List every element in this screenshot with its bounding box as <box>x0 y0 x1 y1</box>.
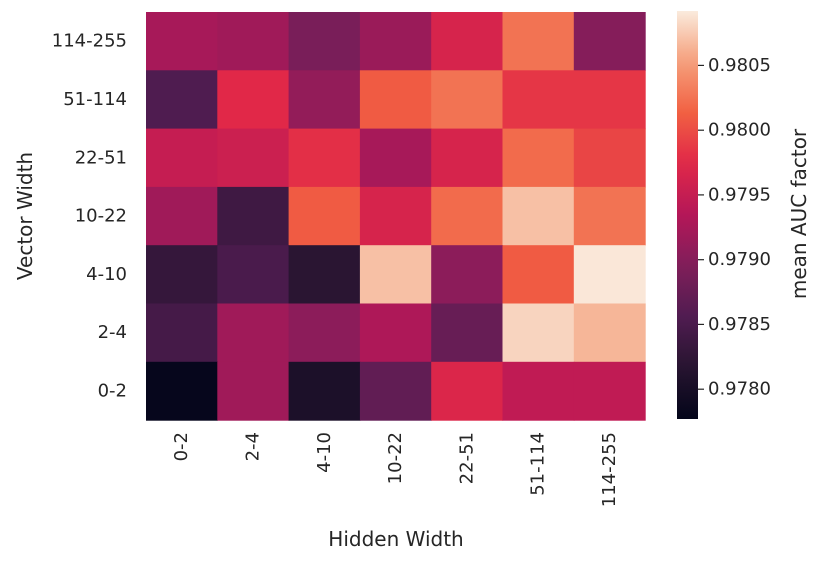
x-tick-label: 10-22 <box>385 432 406 484</box>
heatmap-cell <box>146 70 218 130</box>
heatmap-cell <box>573 12 646 71</box>
y-tick-labels: 114-255 51-114 22-51 10-22 4-10 2-4 0-2 <box>52 31 127 402</box>
heatmap-cell <box>146 186 218 246</box>
heatmap-cell <box>431 186 504 246</box>
colorbar-tick-label: 0.9800 <box>708 120 771 141</box>
heatmap-cell <box>288 70 361 130</box>
heatmap-cell <box>146 245 218 305</box>
heatmap-cell <box>573 245 646 305</box>
heatmap-cell <box>288 12 361 71</box>
colorbar-tick-label: 0.9795 <box>708 184 771 205</box>
heatmap-cell <box>502 361 575 421</box>
heatmap-cell <box>573 303 646 363</box>
heatmap-cell <box>217 245 290 305</box>
colorbar-label: mean AUC factor <box>787 128 811 299</box>
colorbar-tick-label: 0.9780 <box>708 379 771 400</box>
heatmap-cell <box>359 303 432 363</box>
heatmap-cell <box>359 70 432 130</box>
heatmap-cell <box>431 128 504 188</box>
x-tick-label: 51-114 <box>528 432 549 496</box>
heatmap-cell <box>217 186 290 246</box>
heatmap-cell <box>573 186 646 246</box>
heatmap-cell <box>288 361 361 421</box>
heatmap-cell <box>288 128 361 188</box>
heatmap-cell <box>146 128 218 188</box>
heatmap-cell <box>502 128 575 188</box>
heatmap-cell <box>288 303 361 363</box>
colorbar <box>677 11 698 419</box>
x-tick-label: 2-4 <box>242 432 263 461</box>
y-tick-label: 0-2 <box>98 380 127 401</box>
heatmap-cells <box>146 12 646 421</box>
heatmap-cell <box>217 12 290 71</box>
heatmap-cell <box>573 361 646 421</box>
heatmap-cell <box>431 361 504 421</box>
colorbar-ticks: 0.9780 0.9785 0.9790 0.9795 0.9800 0.9805 <box>698 55 771 400</box>
heatmap-cell <box>502 12 575 71</box>
heatmap-cell <box>288 186 361 246</box>
x-tick-label: 22-51 <box>456 432 477 484</box>
x-tick-labels: 0-2 2-4 4-10 10-22 22-51 51-114 114-255 <box>171 432 620 507</box>
heatmap-cell <box>217 303 290 363</box>
y-tick-label: 2-4 <box>98 322 127 343</box>
y-tick-label: 22-51 <box>75 147 127 168</box>
heatmap-cell <box>217 361 290 421</box>
x-tick-label: 0-2 <box>171 432 192 461</box>
heatmap-cell <box>431 70 504 130</box>
heatmap-cell <box>146 303 218 363</box>
colorbar-tick-label: 0.9790 <box>708 249 771 270</box>
heatmap-cell <box>431 245 504 305</box>
x-tick-label: 4-10 <box>314 432 335 473</box>
heatmap-cell <box>502 186 575 246</box>
heatmap-cell <box>359 12 432 71</box>
y-axis-label: Vector Width <box>13 152 37 280</box>
heatmap-cell <box>431 303 504 363</box>
y-tick-label: 51-114 <box>63 89 127 110</box>
heatmap-cell <box>431 12 504 71</box>
heatmap-cell <box>288 245 361 305</box>
heatmap-cell <box>146 12 218 71</box>
heatmap-cell <box>217 128 290 188</box>
y-tick-label: 10-22 <box>75 206 127 227</box>
heatmap-cell <box>502 303 575 363</box>
heatmap-cell <box>146 361 218 421</box>
heatmap-cell <box>359 245 432 305</box>
y-tick-label: 114-255 <box>52 31 127 52</box>
heatmap-cell <box>573 128 646 188</box>
x-tick-label: 114-255 <box>599 432 620 507</box>
heatmap-cell <box>573 70 646 130</box>
heatmap-cell <box>502 70 575 130</box>
colorbar-tick-label: 0.9785 <box>708 314 771 335</box>
heatmap-cell <box>359 361 432 421</box>
heatmap-cell <box>359 128 432 188</box>
heatmap-cell <box>217 70 290 130</box>
heatmap-cell <box>359 186 432 246</box>
y-tick-label: 4-10 <box>86 264 127 285</box>
colorbar-tick-label: 0.9805 <box>708 55 771 76</box>
x-axis-label: Hidden Width <box>328 527 463 551</box>
heatmap-cell <box>502 245 575 305</box>
